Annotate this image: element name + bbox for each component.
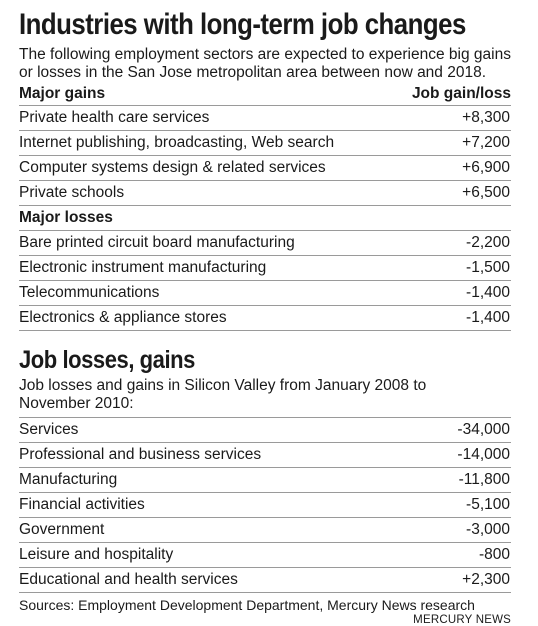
table-row: Manufacturing -11,800 xyxy=(19,468,511,493)
table-header: Major gains Job gain/loss xyxy=(19,82,511,105)
sources-note: Sources: Employment Development Departme… xyxy=(19,597,475,613)
table-row: Internet publishing, broadcasting, Web s… xyxy=(19,131,511,156)
row-value: -14,000 xyxy=(457,446,510,463)
row-label: Professional and business services xyxy=(19,446,262,463)
table-row: Professional and business services -14,0… xyxy=(19,443,511,468)
job-losses-gains-table: Services -34,000 Professional and busine… xyxy=(19,417,511,593)
row-label: Leisure and hospitality xyxy=(19,546,174,563)
row-value: -1,400 xyxy=(466,284,510,301)
page-title: Industries with long-term job changes xyxy=(19,8,466,41)
row-value: +2,300 xyxy=(462,571,510,588)
section1-description: The following employment sectors are exp… xyxy=(19,46,511,81)
long-term-changes-table: Major gains Job gain/loss Private health… xyxy=(19,82,511,331)
table-row: Educational and health services +2,300 xyxy=(19,568,511,593)
row-label: Educational and health services xyxy=(19,571,238,588)
table-row: Electronic instrument manufacturing -1,5… xyxy=(19,256,511,281)
row-label: Bare printed circuit board manufacturing xyxy=(19,234,295,251)
row-value: +7,200 xyxy=(462,134,510,151)
losses-header: Major losses xyxy=(19,206,511,231)
row-label: Manufacturing xyxy=(19,471,118,488)
gains-header: Major gains xyxy=(19,85,106,102)
section2-title: Job losses, gains xyxy=(19,346,195,374)
row-value: -800 xyxy=(478,546,510,563)
row-value: -1,500 xyxy=(466,259,510,276)
row-value: -34,000 xyxy=(457,421,510,438)
table-row: Private schools +6,500 xyxy=(19,181,511,206)
row-label: Internet publishing, broadcasting, Web s… xyxy=(19,134,335,151)
row-value: -2,200 xyxy=(466,234,510,251)
table-row: Financial activities -5,100 xyxy=(19,493,511,518)
table-row: Telecommunications -1,400 xyxy=(19,281,511,306)
row-label: Financial activities xyxy=(19,496,145,513)
row-label: Private schools xyxy=(19,184,125,201)
table-row: Electronics & appliance stores -1,400 xyxy=(19,306,511,331)
row-label: Services xyxy=(19,421,79,438)
row-value: +8,300 xyxy=(462,109,510,126)
row-label: Private health care services xyxy=(19,109,210,126)
row-value: +6,500 xyxy=(462,184,510,201)
publisher-credit: MERCURY NEWS xyxy=(413,614,511,626)
row-value: +6,900 xyxy=(462,159,510,176)
value-header: Job gain/loss xyxy=(411,85,511,102)
row-value: -11,800 xyxy=(458,471,510,488)
row-label: Computer systems design & related servic… xyxy=(19,159,326,176)
row-label: Electronic instrument manufacturing xyxy=(19,259,267,276)
row-label: Government xyxy=(19,521,105,538)
row-value: -3,000 xyxy=(466,521,510,538)
row-value: -5,100 xyxy=(466,496,510,513)
table-row: Services -34,000 xyxy=(19,417,511,443)
table-row: Bare printed circuit board manufacturing… xyxy=(19,231,511,256)
table-row: Leisure and hospitality -800 xyxy=(19,543,511,568)
row-label: Electronics & appliance stores xyxy=(19,309,227,326)
table-row: Private health care services +8,300 xyxy=(19,105,511,131)
section2-description: Job losses and gains in Silicon Valley f… xyxy=(19,377,427,412)
table-row: Government -3,000 xyxy=(19,518,511,543)
row-value: -1,400 xyxy=(466,309,510,326)
row-label: Telecommunications xyxy=(19,284,160,301)
table-row: Computer systems design & related servic… xyxy=(19,156,511,181)
